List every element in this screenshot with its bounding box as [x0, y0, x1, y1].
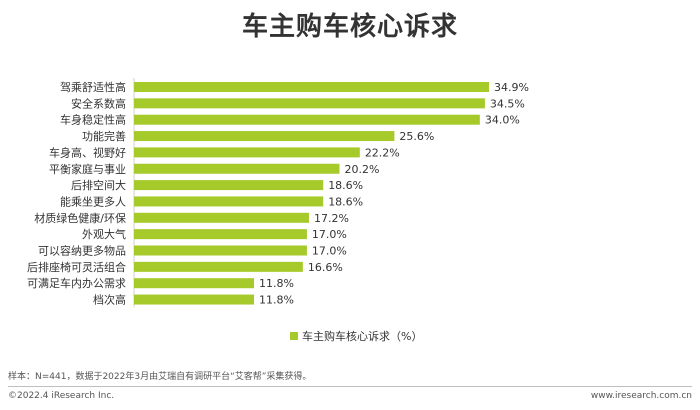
category-label: 能乘坐更多人 [60, 194, 126, 208]
category-label: 档次高 [93, 293, 126, 307]
bar [134, 131, 395, 142]
value-label: 16.6% [308, 261, 343, 274]
bar [134, 196, 324, 207]
bar [134, 229, 307, 240]
category-label: 车身高、视野好 [49, 145, 126, 159]
bar [134, 163, 340, 174]
value-label: 34.0% [485, 114, 520, 127]
category-label: 后排空间大 [71, 178, 126, 192]
bar [134, 278, 255, 289]
bar [134, 147, 360, 158]
value-label: 11.8% [259, 294, 294, 307]
legend-swatch [290, 332, 298, 340]
value-label: 25.6% [399, 130, 434, 143]
bar [134, 261, 303, 272]
category-label: 材质绿色健康/环保 [34, 211, 126, 225]
category-label: 可以容纳更多物品 [38, 244, 126, 258]
category-label: 外观大气 [82, 227, 126, 241]
category-label: 安全系数高 [71, 96, 126, 110]
category-label: 驾乘舒适性高 [60, 80, 126, 94]
website-text: www.iresearch.com.cn [590, 391, 692, 401]
value-label: 17.0% [312, 245, 347, 258]
sample-note: 样本：N=441，数据于2022年3月由艾瑞自有调研平台“艾客帮”采集获得。 [8, 372, 312, 382]
value-label: 22.2% [365, 146, 400, 159]
category-label: 可满足车内办公需求 [27, 276, 126, 290]
category-label: 平衡家庭与事业 [49, 162, 126, 176]
bar [134, 212, 309, 223]
value-label: 17.0% [312, 228, 347, 241]
value-label: 20.2% [344, 163, 379, 176]
bar [134, 82, 489, 92]
category-label: 后排座椅可灵活组合 [27, 260, 126, 274]
value-label: 11.8% [259, 277, 294, 290]
category-label: 车身稳定性高 [60, 113, 126, 127]
value-label: 18.6% [328, 179, 363, 192]
value-label: 34.5% [490, 97, 525, 110]
bar [134, 114, 480, 125]
bar [134, 98, 485, 109]
bar [134, 245, 307, 256]
value-label: 17.2% [314, 212, 349, 225]
chart-title: 车主购车核心诉求 [241, 12, 458, 42]
legend-label: 车主购车核心诉求（%） [302, 330, 423, 343]
bar [134, 294, 255, 305]
category-label: 功能完善 [82, 129, 126, 143]
copyright-text: ©2022.4 iResearch Inc. [8, 391, 115, 401]
footer-divider [8, 386, 692, 387]
value-label: 34.9% [494, 81, 529, 94]
value-label: 18.6% [328, 195, 363, 208]
bar [134, 180, 324, 191]
legend: 车主购车核心诉求（%） [290, 328, 422, 344]
